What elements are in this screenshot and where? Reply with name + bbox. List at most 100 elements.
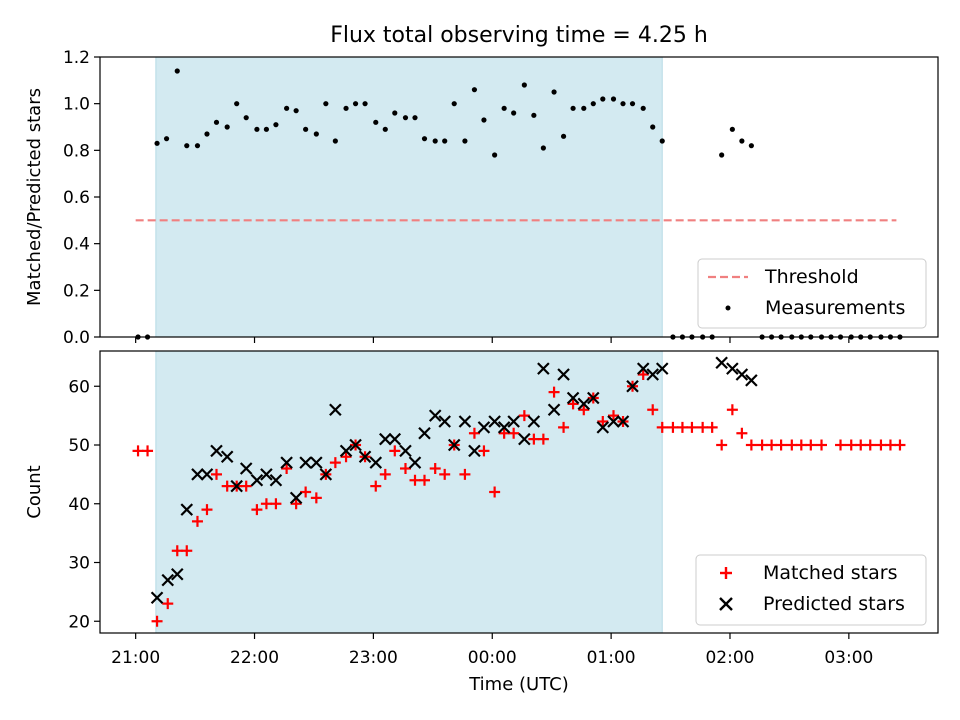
- matched-star-point: [370, 480, 382, 492]
- x-tick-label: 22:00: [230, 648, 279, 668]
- matched-star-point: [468, 427, 480, 439]
- matched-star-point: [706, 421, 718, 433]
- predicted-star-point: [220, 450, 234, 464]
- matched-star-point: [162, 598, 174, 610]
- predicted-star-point: [388, 432, 402, 446]
- measurement-point: [163, 136, 170, 142]
- matched-star-point: [805, 439, 817, 451]
- matched-star-point: [518, 410, 530, 422]
- top-y-axis-ticks: 0.0 0.2 0.4 0.6 0.8 1.0 1.2: [63, 48, 100, 348]
- measurement-point: [581, 105, 587, 111]
- matched-star-point: [548, 386, 560, 398]
- predicted-star-point: [239, 462, 253, 475]
- measurement-point: [501, 105, 507, 111]
- matched-star-point: [537, 433, 549, 445]
- x-tick-label: 00:00: [468, 648, 517, 668]
- predicted-star-point: [636, 362, 650, 375]
- matched-star-point: [281, 463, 293, 474]
- y-tick-label: 0.0: [63, 328, 90, 348]
- measurement-point: [650, 124, 656, 130]
- measurement-point: [570, 105, 576, 111]
- measurement-point: [511, 110, 517, 116]
- matched-star-point: [459, 468, 471, 480]
- matched-star-point: [647, 404, 659, 416]
- bottom-legend: Matched stars Predicted stars: [695, 554, 927, 626]
- matched-star-point: [151, 615, 163, 627]
- matched-star-point: [340, 451, 352, 463]
- measurement-point: [174, 68, 180, 74]
- measurement-point: [462, 138, 468, 144]
- measurement-point: [739, 138, 745, 144]
- predicted-star-point: [210, 444, 223, 458]
- bottom-y-axis-label: Count: [24, 465, 45, 518]
- measurement-point: [293, 108, 299, 114]
- top-y-axis-label: Matched/Predicted stars: [24, 88, 45, 306]
- measurement-point: [243, 115, 249, 121]
- measurement-point: [412, 115, 418, 121]
- x-tick-label: 21:00: [111, 648, 160, 668]
- predicted-star-point: [497, 421, 511, 434]
- matched-star-point: [884, 439, 896, 451]
- predicted-star-point: [655, 362, 669, 375]
- y-tick-label: 40: [68, 495, 90, 515]
- matched-star-point: [894, 439, 906, 451]
- predicted-star-point: [349, 438, 362, 452]
- matched-star-point: [419, 474, 431, 486]
- matched-star-point: [736, 427, 748, 439]
- matched-star-point: [240, 480, 252, 492]
- matched-star-point: [429, 463, 441, 474]
- predicted-star-point: [408, 456, 422, 469]
- matched-star-point: [221, 480, 233, 492]
- matched-star-point: [290, 498, 302, 510]
- y-tick-label: 0.2: [63, 281, 90, 301]
- measurement-point: [590, 101, 596, 107]
- matched-star-point: [726, 404, 738, 416]
- measurement-point: [748, 143, 754, 149]
- measurement-point: [560, 133, 567, 139]
- matched-star-point: [210, 468, 222, 480]
- measurements-series: [135, 68, 903, 340]
- measurement-point: [551, 89, 557, 95]
- observing-span-bottom: [155, 350, 663, 634]
- matched-star-point: [300, 486, 312, 498]
- predicted-star-point: [715, 356, 728, 370]
- predicted-star-point: [458, 415, 472, 428]
- measurement-point: [620, 101, 626, 107]
- matched-star-point: [251, 504, 263, 516]
- measurement-point: [184, 143, 190, 149]
- bottom-legend-box: [695, 554, 927, 626]
- predicted-stars-series: [150, 356, 758, 605]
- matched-star-point: [637, 369, 649, 380]
- y-tick-label: 50: [68, 436, 90, 456]
- predicted-star-point: [577, 397, 591, 411]
- measurement-point: [421, 136, 428, 142]
- measurement-point: [332, 138, 338, 144]
- predicted-star-point: [191, 468, 204, 481]
- matched-star-point: [816, 439, 828, 451]
- predicted-star-point: [399, 444, 412, 458]
- x-tick-label: 23:00: [349, 648, 398, 668]
- predicted-star-point: [170, 567, 184, 581]
- measurement-point: [442, 138, 448, 144]
- x-tick-label: 03:00: [824, 648, 873, 668]
- predicted-star-point: [468, 444, 481, 458]
- x-tick-label: 01:00: [587, 648, 636, 668]
- bottom-panel: 20 30 40 50 60 21:00 22:00 23:00 00:00 01:00 02:0…: [24, 350, 939, 695]
- matched-star-point: [855, 439, 867, 451]
- bottom-x-axis-ticks: 21:00 22:00 23:00 00:00 01:00 02:00 03:00: [111, 633, 873, 668]
- legend-threshold-label: Threshold: [764, 266, 859, 288]
- matched-star-point: [399, 463, 411, 474]
- measurement-point: [224, 124, 230, 130]
- measurement-point: [451, 101, 457, 107]
- measurement-point: [373, 119, 379, 125]
- matched-star-point: [864, 439, 876, 451]
- y-tick-label: 60: [68, 377, 90, 397]
- matched-star-point: [310, 492, 322, 504]
- chart-title: Flux total observing time = 4.25 h: [330, 23, 708, 48]
- predicted-star-point: [161, 573, 175, 587]
- matched-star-point: [132, 445, 144, 457]
- measurement-point: [234, 101, 240, 107]
- predicted-star-point: [358, 450, 372, 464]
- predicted-star-point: [200, 468, 214, 481]
- x-tick-label: 02:00: [705, 648, 754, 668]
